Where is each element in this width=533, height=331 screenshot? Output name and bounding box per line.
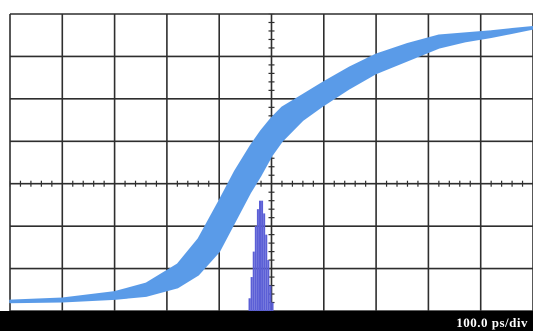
trace-band <box>9 25 533 304</box>
histogram-bar <box>261 200 264 311</box>
histogram-bar <box>269 285 272 311</box>
timebase-label: 100.0 ps/div <box>456 315 528 330</box>
histogram-bar <box>252 251 255 311</box>
histogram-bar <box>256 209 259 311</box>
histogram-bar <box>263 213 266 311</box>
histogram-bar <box>250 277 253 311</box>
histogram-bar <box>271 302 274 311</box>
jitter-histogram <box>248 200 274 311</box>
status-bar <box>0 311 533 331</box>
histogram-bar <box>265 234 268 311</box>
waveform-trace <box>9 25 533 304</box>
histogram-bar <box>259 200 261 311</box>
histogram-bar <box>254 226 257 311</box>
histogram-bar <box>248 298 251 311</box>
histogram-bar <box>267 260 270 311</box>
